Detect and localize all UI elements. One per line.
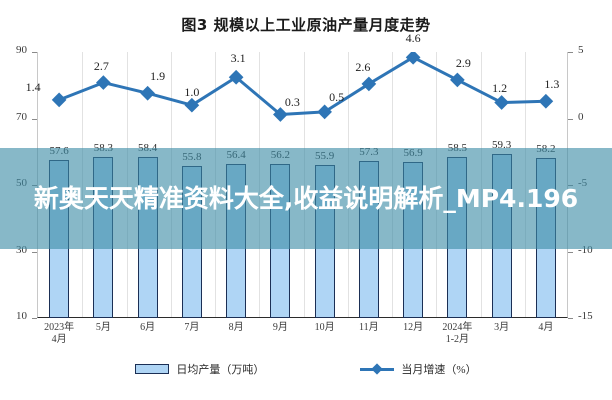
- bar-swatch-icon: [135, 364, 170, 374]
- line-marker[interactable]: [96, 75, 111, 90]
- x-axis-label: 4月: [538, 322, 554, 333]
- y-tick-right-0: 5: [578, 44, 584, 56]
- line-marker[interactable]: [361, 76, 377, 92]
- line-marker[interactable]: [450, 72, 465, 88]
- y-tickmark-right-1: [568, 118, 573, 120]
- x-axis-label: 5月: [95, 322, 111, 333]
- y-tickmark-left-0: [32, 52, 37, 53]
- line-data-label: 1.3: [544, 77, 560, 92]
- line-data-label: 1.9: [150, 69, 166, 84]
- legend-item-line: 当月增速（%）: [360, 361, 477, 377]
- line-marker[interactable]: [405, 52, 421, 65]
- line-path: [58, 55, 546, 117]
- line-data-label: 1.4: [25, 79, 41, 94]
- y-tickmark-right-3: [568, 251, 573, 253]
- line-marker[interactable]: [273, 107, 288, 122]
- x-axis-label: 12月: [403, 322, 424, 333]
- line-marker[interactable]: [538, 93, 554, 109]
- x-axis-label: 9月: [272, 322, 288, 333]
- x-axis-label: 2023年 4月: [44, 322, 75, 345]
- y-tickmark-right-4: [568, 318, 573, 319]
- line-data-label: 0.3: [284, 94, 300, 109]
- line-data-label: 2.9: [455, 55, 471, 70]
- y-tick-right-2: -5: [578, 177, 588, 189]
- x-axis-label: 3月: [494, 322, 510, 333]
- chart-title: 图3 规模以上工业原油产量月度走势: [181, 16, 431, 34]
- chart-legend: 日均产量（万吨） 当月增速（%）: [0, 358, 612, 380]
- line-swatch-icon: [360, 364, 395, 374]
- line-marker[interactable]: [494, 95, 509, 110]
- line-marker[interactable]: [228, 69, 244, 85]
- legend-item-bar: 日均产量（万吨）: [135, 361, 264, 377]
- y-tick-right-4: -15: [578, 310, 593, 322]
- y-tick-left-0: 90: [16, 44, 27, 56]
- line-data-label: 2.7: [93, 58, 109, 73]
- legend-label-bar: 日均产量（万吨）: [176, 364, 265, 376]
- y-tick-left-3: 30: [16, 243, 27, 256]
- y-tick-left-4: 10: [16, 310, 27, 322]
- x-axis-label: 8月: [228, 322, 244, 333]
- line-marker[interactable]: [140, 85, 155, 101]
- line-data-label: 0.5: [329, 89, 345, 104]
- x-axis-label: 11月: [359, 322, 379, 333]
- line-data-label: 3.1: [230, 51, 246, 66]
- y-tick-right-3: -10: [578, 243, 593, 256]
- y-tick-right-1: 0: [578, 110, 584, 123]
- y-tick-left-1: 70: [16, 110, 27, 123]
- y-tickmark-right-0: [568, 52, 573, 53]
- line-marker[interactable]: [51, 92, 67, 108]
- line-data-label: 1.2: [492, 80, 508, 95]
- y-tickmark-left-4: [32, 318, 37, 319]
- x-axis-label: 6月: [140, 322, 156, 333]
- y-tick-left-2: 50: [16, 177, 27, 189]
- line-series-layer: [51, 52, 554, 122]
- line-marker[interactable]: [317, 104, 332, 120]
- y-tickmark-left-3: [32, 251, 37, 253]
- y-tickmark-left-1: [32, 118, 37, 120]
- line-data-label: 2.6: [355, 59, 371, 74]
- line-data-label: 4.6: [405, 31, 421, 46]
- line-marker[interactable]: [184, 97, 200, 113]
- y-tickmark-right-2: [568, 185, 573, 186]
- x-axis-label: 7月: [184, 322, 200, 333]
- legend-label-line: 当月增速（%）: [401, 364, 477, 376]
- x-axis-label: 2024年 1-2月: [442, 322, 473, 345]
- line-data-label: 1.0: [184, 85, 200, 100]
- x-axis-label: 10月: [314, 322, 335, 333]
